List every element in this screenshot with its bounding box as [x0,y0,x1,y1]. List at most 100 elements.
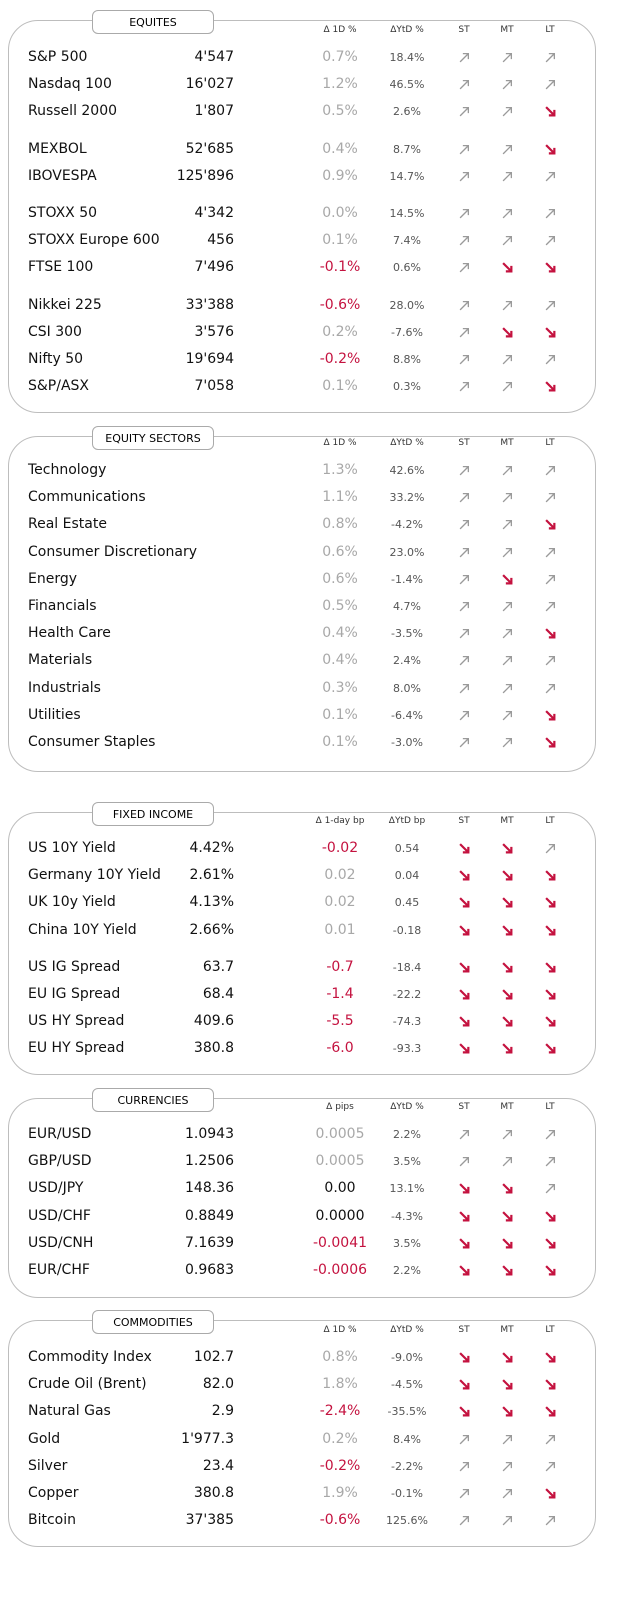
row-change: -0.2% [319,351,361,367]
trend-down-icon [502,989,513,1000]
row-name: FTSE 100 [28,259,94,276]
trend-down-icon [459,924,470,936]
trend-down-icon [502,1238,513,1249]
trend-down-icon [545,989,556,1000]
row-value: 4.13% [189,894,234,911]
trend-down-icon [545,962,556,973]
row-name: STOXX 50 [28,205,98,221]
trend-up-icon [502,656,513,666]
trend-up-icon [502,107,513,117]
row-name: Utilities [28,706,81,723]
section-title: COMMODITIES [92,1310,214,1334]
trend-up-icon [545,1434,556,1444]
row-change: -1.4 [326,986,354,1002]
row-ytd: 28.0% [389,298,425,312]
section-panel [8,1098,596,1298]
row-name: Commodity Index [28,1349,152,1365]
row-ytd: -6.4% [391,708,423,722]
trend-up-icon [459,52,470,63]
row-name: EU HY Spread [28,1040,125,1057]
column-header: ST [458,25,470,35]
trend-up-icon [459,520,470,530]
trend-up-icon [459,629,470,639]
trend-up-icon [459,493,470,503]
trend-up-icon [459,208,470,219]
row-name: Nifty 50 [28,351,84,367]
row-change: 0.1% [322,734,358,750]
row-value: 7.1639 [185,1234,234,1251]
row-name: S&P 500 [28,49,88,65]
trend-up-icon [459,382,470,392]
trend-up-icon [459,1434,470,1444]
trend-up-icon [545,1461,556,1472]
row-ytd: 125.6% [386,1514,428,1528]
trend-up-icon [502,710,513,721]
row-value: 148.36 [185,1180,234,1197]
row-ytd: -4.2% [391,518,423,532]
trend-down-icon [545,143,556,155]
row-ytd: -1.4% [391,572,423,586]
row-name: S&P/ASX [28,378,90,395]
column-header: ST [458,438,470,448]
trend-up-icon [502,683,513,693]
row-change: 0.7% [322,49,358,65]
trend-up-icon [459,144,470,154]
trend-up-icon [459,574,470,585]
row-ytd: -22.2 [392,988,422,1001]
row-ytd: 0.45 [394,896,420,910]
trend-up-icon [545,574,556,585]
column-header: MT [500,1325,514,1335]
row-value: 4'342 [194,205,234,221]
row-ytd: -35.5% [387,1405,427,1419]
row-name: Technology [28,462,107,478]
trend-up-icon [459,1461,470,1472]
row-name: Bitcoin [28,1512,77,1529]
trend-up-icon [545,236,556,246]
section-panel [8,436,596,772]
trend-up-icon [459,465,470,476]
row-name: Industrials [28,679,101,696]
row-name: Nasdaq 100 [28,76,112,93]
row-value: 1.2506 [185,1153,234,1170]
row-name: UK 10y Yield [28,894,116,911]
row-value: 125'896 [176,167,234,184]
row-value: 0.9683 [185,1262,234,1278]
row-change: -0.6% [319,1512,361,1529]
trend-up-icon [545,1516,556,1526]
trend-down-icon [502,574,513,585]
row-change: -0.02 [321,840,359,856]
row-value: 380.8 [193,1485,234,1501]
trend-down-icon [545,924,556,936]
row-change: -2.4% [319,1403,361,1420]
row-name: Gold [28,1430,61,1447]
row-change: 0.8% [322,516,358,533]
row-name: Consumer Discretionary [28,543,197,560]
row-ytd: 7.4% [393,234,421,248]
row-change: -0.0041 [312,1234,368,1251]
trend-up-icon [502,465,513,476]
column-header: ST [458,816,470,826]
row-name: USD/JPY [28,1180,84,1197]
trend-up-icon [502,493,513,503]
trend-down-icon [459,1016,470,1027]
trend-down-icon [545,897,556,908]
row-name: Real Estate [28,516,107,533]
row-ytd: -4.5% [391,1378,423,1392]
section-title: EQUITES [92,10,214,34]
trend-up-icon [459,1129,470,1140]
trend-down-icon [459,1406,470,1417]
row-value: 82.0 [202,1376,234,1393]
trend-down-icon [545,1379,556,1390]
row-ytd: -3.5% [391,627,423,641]
trend-up-icon [459,107,470,117]
row-change: 0.4% [322,625,358,642]
column-header: LT [545,438,555,448]
row-ytd: 2.2% [393,1128,421,1141]
row-ytd: 8.8% [393,353,421,366]
row-ytd: -4.3% [391,1209,423,1223]
trend-down-icon [502,1352,513,1363]
row-name: Russell 2000 [28,103,118,120]
row-ytd: 46.5% [389,78,425,92]
row-change: -6.0 [326,1040,354,1057]
row-name: Energy [28,570,78,587]
